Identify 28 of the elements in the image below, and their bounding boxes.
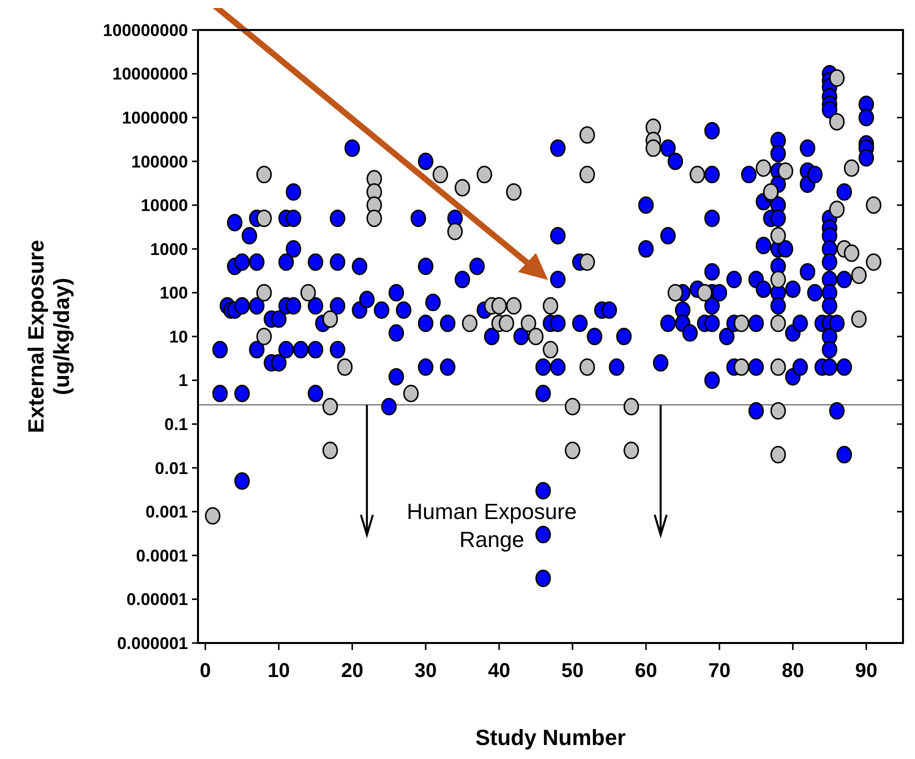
y-tick-label: 100000	[131, 152, 188, 172]
y-tick-label: 100	[160, 284, 188, 303]
y-tick-label: 1000	[150, 240, 188, 259]
x-tick-label: 30	[414, 660, 437, 682]
annotation: Human Exposure Range	[406, 498, 577, 552]
y-tick-label: 0.001	[145, 502, 188, 522]
x-tick-label: 10	[268, 660, 290, 682]
x-tick-label: 40	[488, 660, 510, 682]
y-tick-label: 1	[178, 371, 188, 390]
x-tick-label: 90	[855, 660, 878, 682]
x-tick-label: 0	[200, 660, 211, 682]
y-tick-label: 10000000	[112, 64, 188, 84]
y-tick-label: 10	[169, 327, 188, 346]
y-axis-title: External Exposure (ug/kg/day)	[24, 240, 74, 434]
y-tick-label: 0.01	[154, 458, 188, 478]
y-tick-label: 0.0001	[136, 546, 188, 566]
y-tick-label: 10000	[140, 196, 188, 216]
x-tick-label: 20	[341, 660, 364, 682]
x-tick-label: 70	[708, 660, 731, 682]
x-tick-label: 60	[634, 660, 658, 682]
x-tick-label: 80	[782, 660, 804, 682]
y-tick-label: 0.1	[164, 415, 188, 434]
y-tick-label: 0.00001	[126, 590, 188, 610]
x-tick-label: 50	[561, 660, 584, 682]
y-tick-label: 0.000001	[117, 634, 188, 653]
y-tick-label: 1000000	[122, 108, 188, 128]
y-tick-label: 100000000	[102, 20, 188, 40]
x-axis-title: Study Number	[475, 725, 626, 750]
